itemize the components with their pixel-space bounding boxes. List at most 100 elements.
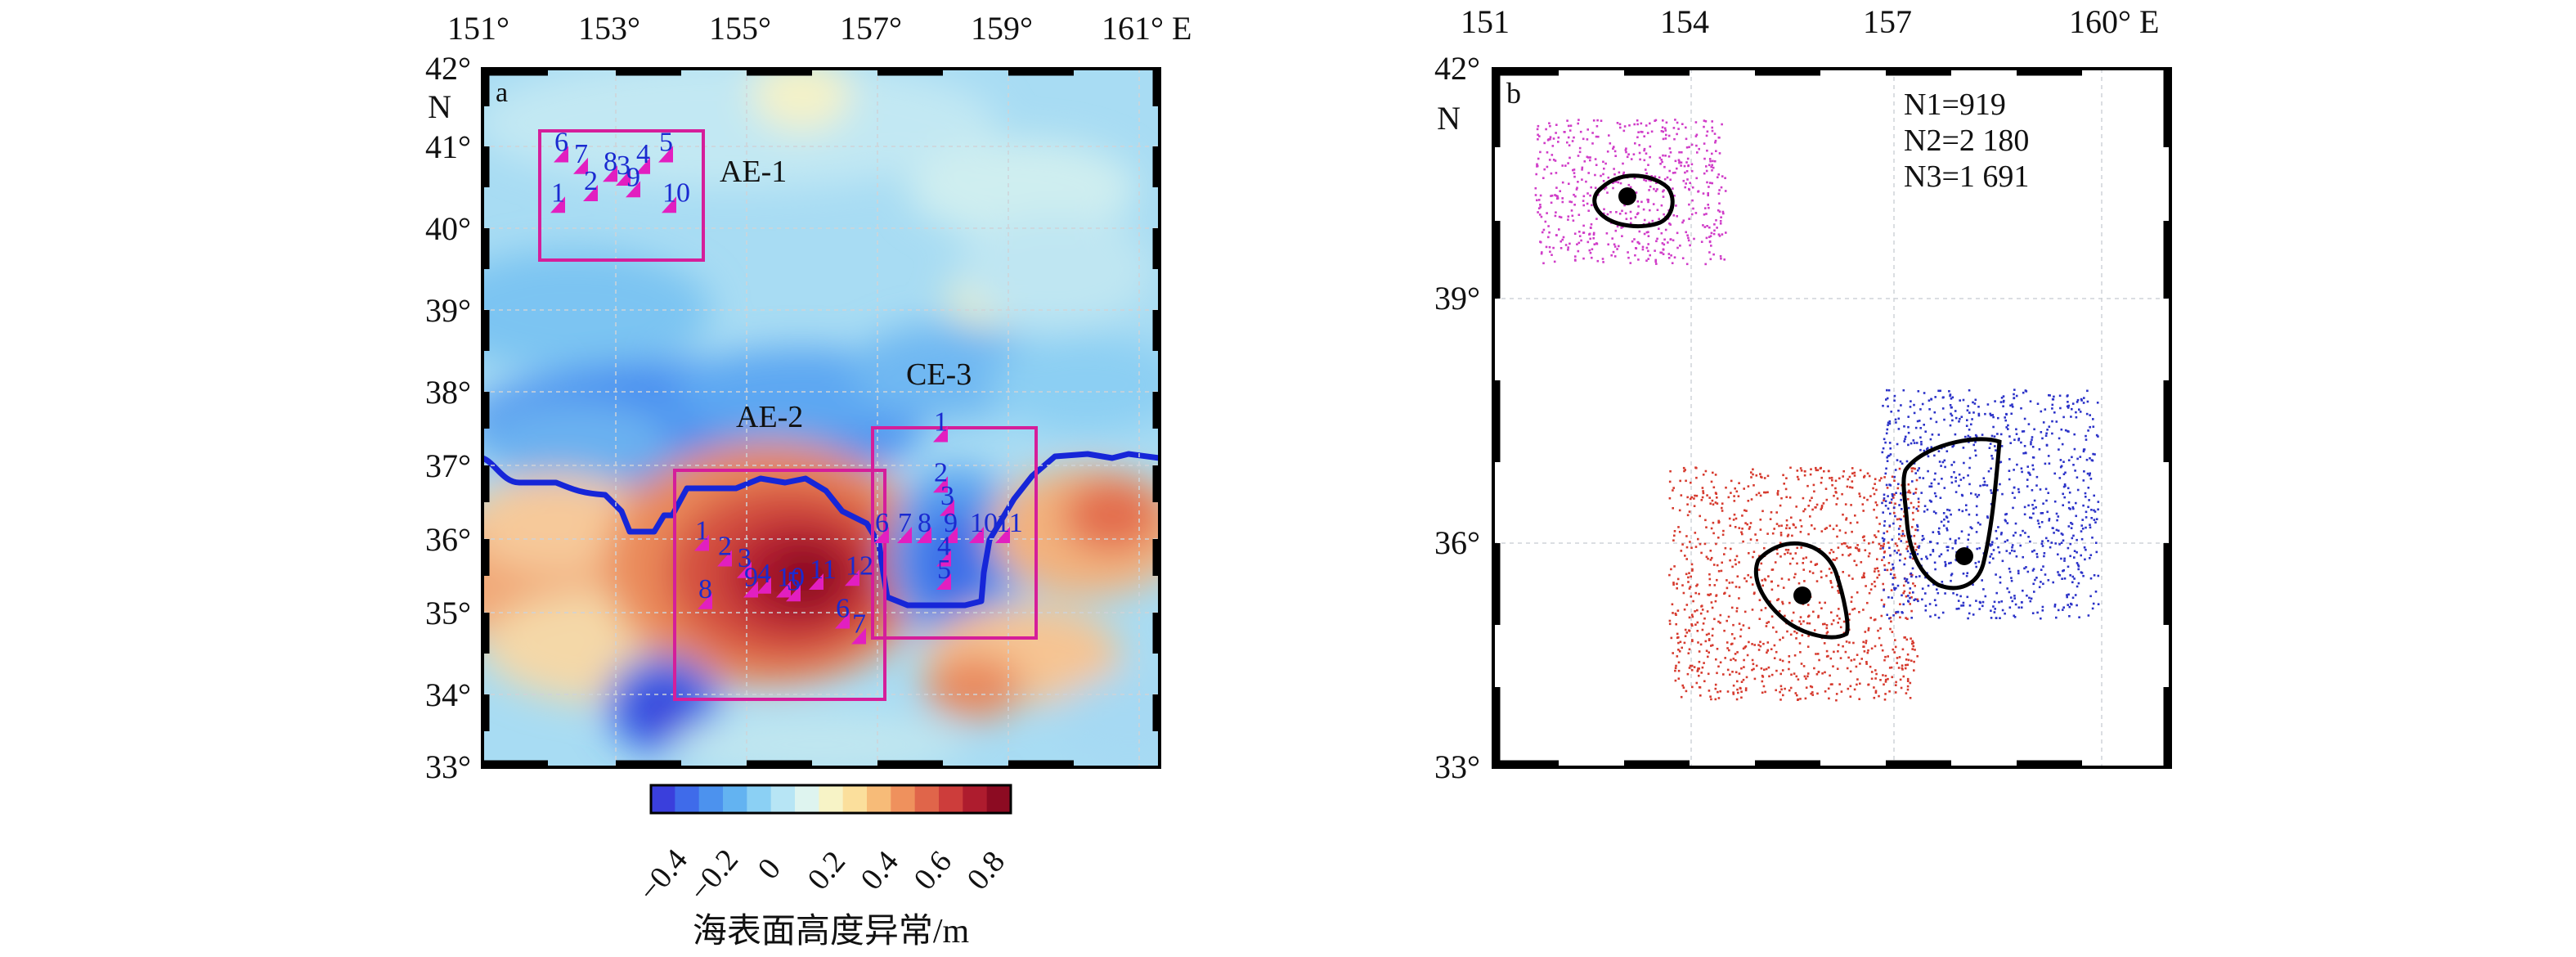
station-marker <box>845 569 859 586</box>
station-label: 6 <box>836 594 850 624</box>
y-tick-label: 33° <box>1434 748 1480 785</box>
colorbar-cell <box>891 785 916 813</box>
colorbar-cell <box>698 785 724 813</box>
y-tick-label: 39° <box>1434 280 1480 317</box>
y-tick-label: 38° <box>425 374 471 411</box>
station-marker <box>874 527 889 543</box>
station-label: 8 <box>604 146 617 177</box>
station-label: 8 <box>918 508 931 538</box>
station-label: 10 <box>970 508 998 538</box>
frame-ticks-b <box>1492 68 2171 768</box>
panel-label-b: b <box>1506 77 1521 110</box>
station-marker <box>776 581 791 598</box>
station-label: 7 <box>852 609 866 640</box>
station-label: 2 <box>718 532 732 562</box>
colorbar-cell <box>867 785 891 813</box>
station-marker <box>936 550 951 567</box>
y-tick-label: 41° <box>425 128 471 165</box>
contour-1 <box>1592 173 1675 229</box>
x-tick-label: 157 <box>1863 3 1912 40</box>
station-marker <box>969 527 984 543</box>
colorbar-cell <box>914 785 940 813</box>
station-label: 1 <box>934 407 948 438</box>
station-label: 2 <box>934 457 948 487</box>
count-label: N2=2 180 <box>1904 124 2029 158</box>
y-north-label: N <box>1437 100 1461 137</box>
station-label: 11 <box>810 555 837 585</box>
x-tick-label: 155° <box>709 10 771 47</box>
station-marker <box>603 165 617 182</box>
colorbar-cell <box>819 785 844 813</box>
station-label: 11 <box>996 508 1023 538</box>
station-label: 12 <box>846 550 873 581</box>
station-marker <box>835 612 850 629</box>
station-marker <box>550 196 565 213</box>
count-label: N3=1 691 <box>1904 160 2029 194</box>
station-marker <box>786 585 801 602</box>
station-label: 5 <box>659 128 673 158</box>
colorbar: −0.4 −0.2 0 0.2 0.4 0.6 0.8 海表面高度异常/m <box>632 784 1012 950</box>
y-tick-label: 33° <box>425 748 471 785</box>
station-label: 4 <box>636 139 650 169</box>
region-box-ae2 <box>673 469 886 701</box>
colorbar-cell <box>963 785 988 813</box>
station-marker <box>917 527 931 543</box>
station-label: 10 <box>662 177 690 208</box>
colorbar-cell <box>842 785 868 813</box>
boundary-line <box>482 451 1160 609</box>
colorbar-tick-label: 0 <box>752 852 788 887</box>
region-box-ce3 <box>871 426 1038 640</box>
station-marker <box>717 550 732 567</box>
frame-ticks-a <box>482 68 1160 768</box>
station-label: 3 <box>940 481 954 511</box>
colorbar-ticks: −0.4 −0.2 0 0.2 0.4 0.6 0.8 <box>632 842 1012 908</box>
region-label-ae2: AE-2 <box>736 400 803 434</box>
centroid-marker <box>1618 187 1636 205</box>
station-marker <box>635 157 650 174</box>
station-marker <box>743 581 758 598</box>
region-label-ce3: CE-3 <box>906 357 972 392</box>
colorbar-cell <box>675 785 700 813</box>
count-labels: N1=919 N2=2 180 N3=1 691 <box>1904 88 2029 194</box>
station-label: 7 <box>898 508 912 538</box>
colorbar-cell <box>770 785 796 813</box>
colorbar-cell <box>986 785 1012 813</box>
station-marker <box>698 592 712 609</box>
station-label: 5 <box>787 566 801 596</box>
y-tick-label: 39° <box>425 292 471 329</box>
colorbar-title: 海表面高度异常/m <box>693 913 970 950</box>
colorbar-tick-label: 0.4 <box>854 845 905 896</box>
station-marker <box>583 185 598 201</box>
y-north-label: N <box>428 88 451 125</box>
y-axis-labels-a: 42° N 41° 40° 39° 38° 37° 36° 35° 34° 33… <box>425 50 471 785</box>
colorbar-cell <box>795 785 819 813</box>
station-marker <box>936 573 951 590</box>
station-marker <box>616 169 631 186</box>
y-axis-labels-b: 42° N 39° 36° 33° <box>1434 50 1480 785</box>
station-marker <box>809 573 824 590</box>
contour-3 <box>1901 437 2002 591</box>
station-label: 2 <box>584 166 598 196</box>
x-tick-label: 160° E <box>2069 3 2159 40</box>
colorbar-cell <box>723 785 747 813</box>
sample-points <box>1534 119 2100 702</box>
centroid-marker <box>1793 586 1811 604</box>
panel-label-a: a <box>496 78 508 108</box>
station-label: 1 <box>695 516 709 546</box>
y-tick-label: 42° <box>425 50 471 87</box>
colorbar-tick-label: 0.2 <box>801 845 852 896</box>
x-tick-label: 157° <box>840 10 902 47</box>
x-tick-label: 153° <box>578 10 640 47</box>
station-label: 3 <box>738 543 752 573</box>
y-tick-label: 42° <box>1434 50 1480 87</box>
station-label: 9 <box>944 508 958 538</box>
colorbar-tick-label: 0.6 <box>907 845 958 896</box>
colorbar-cell <box>939 785 963 813</box>
station-label: 6 <box>875 508 889 538</box>
y-tick-label: 36° <box>1434 524 1480 561</box>
station-marker <box>851 627 866 645</box>
